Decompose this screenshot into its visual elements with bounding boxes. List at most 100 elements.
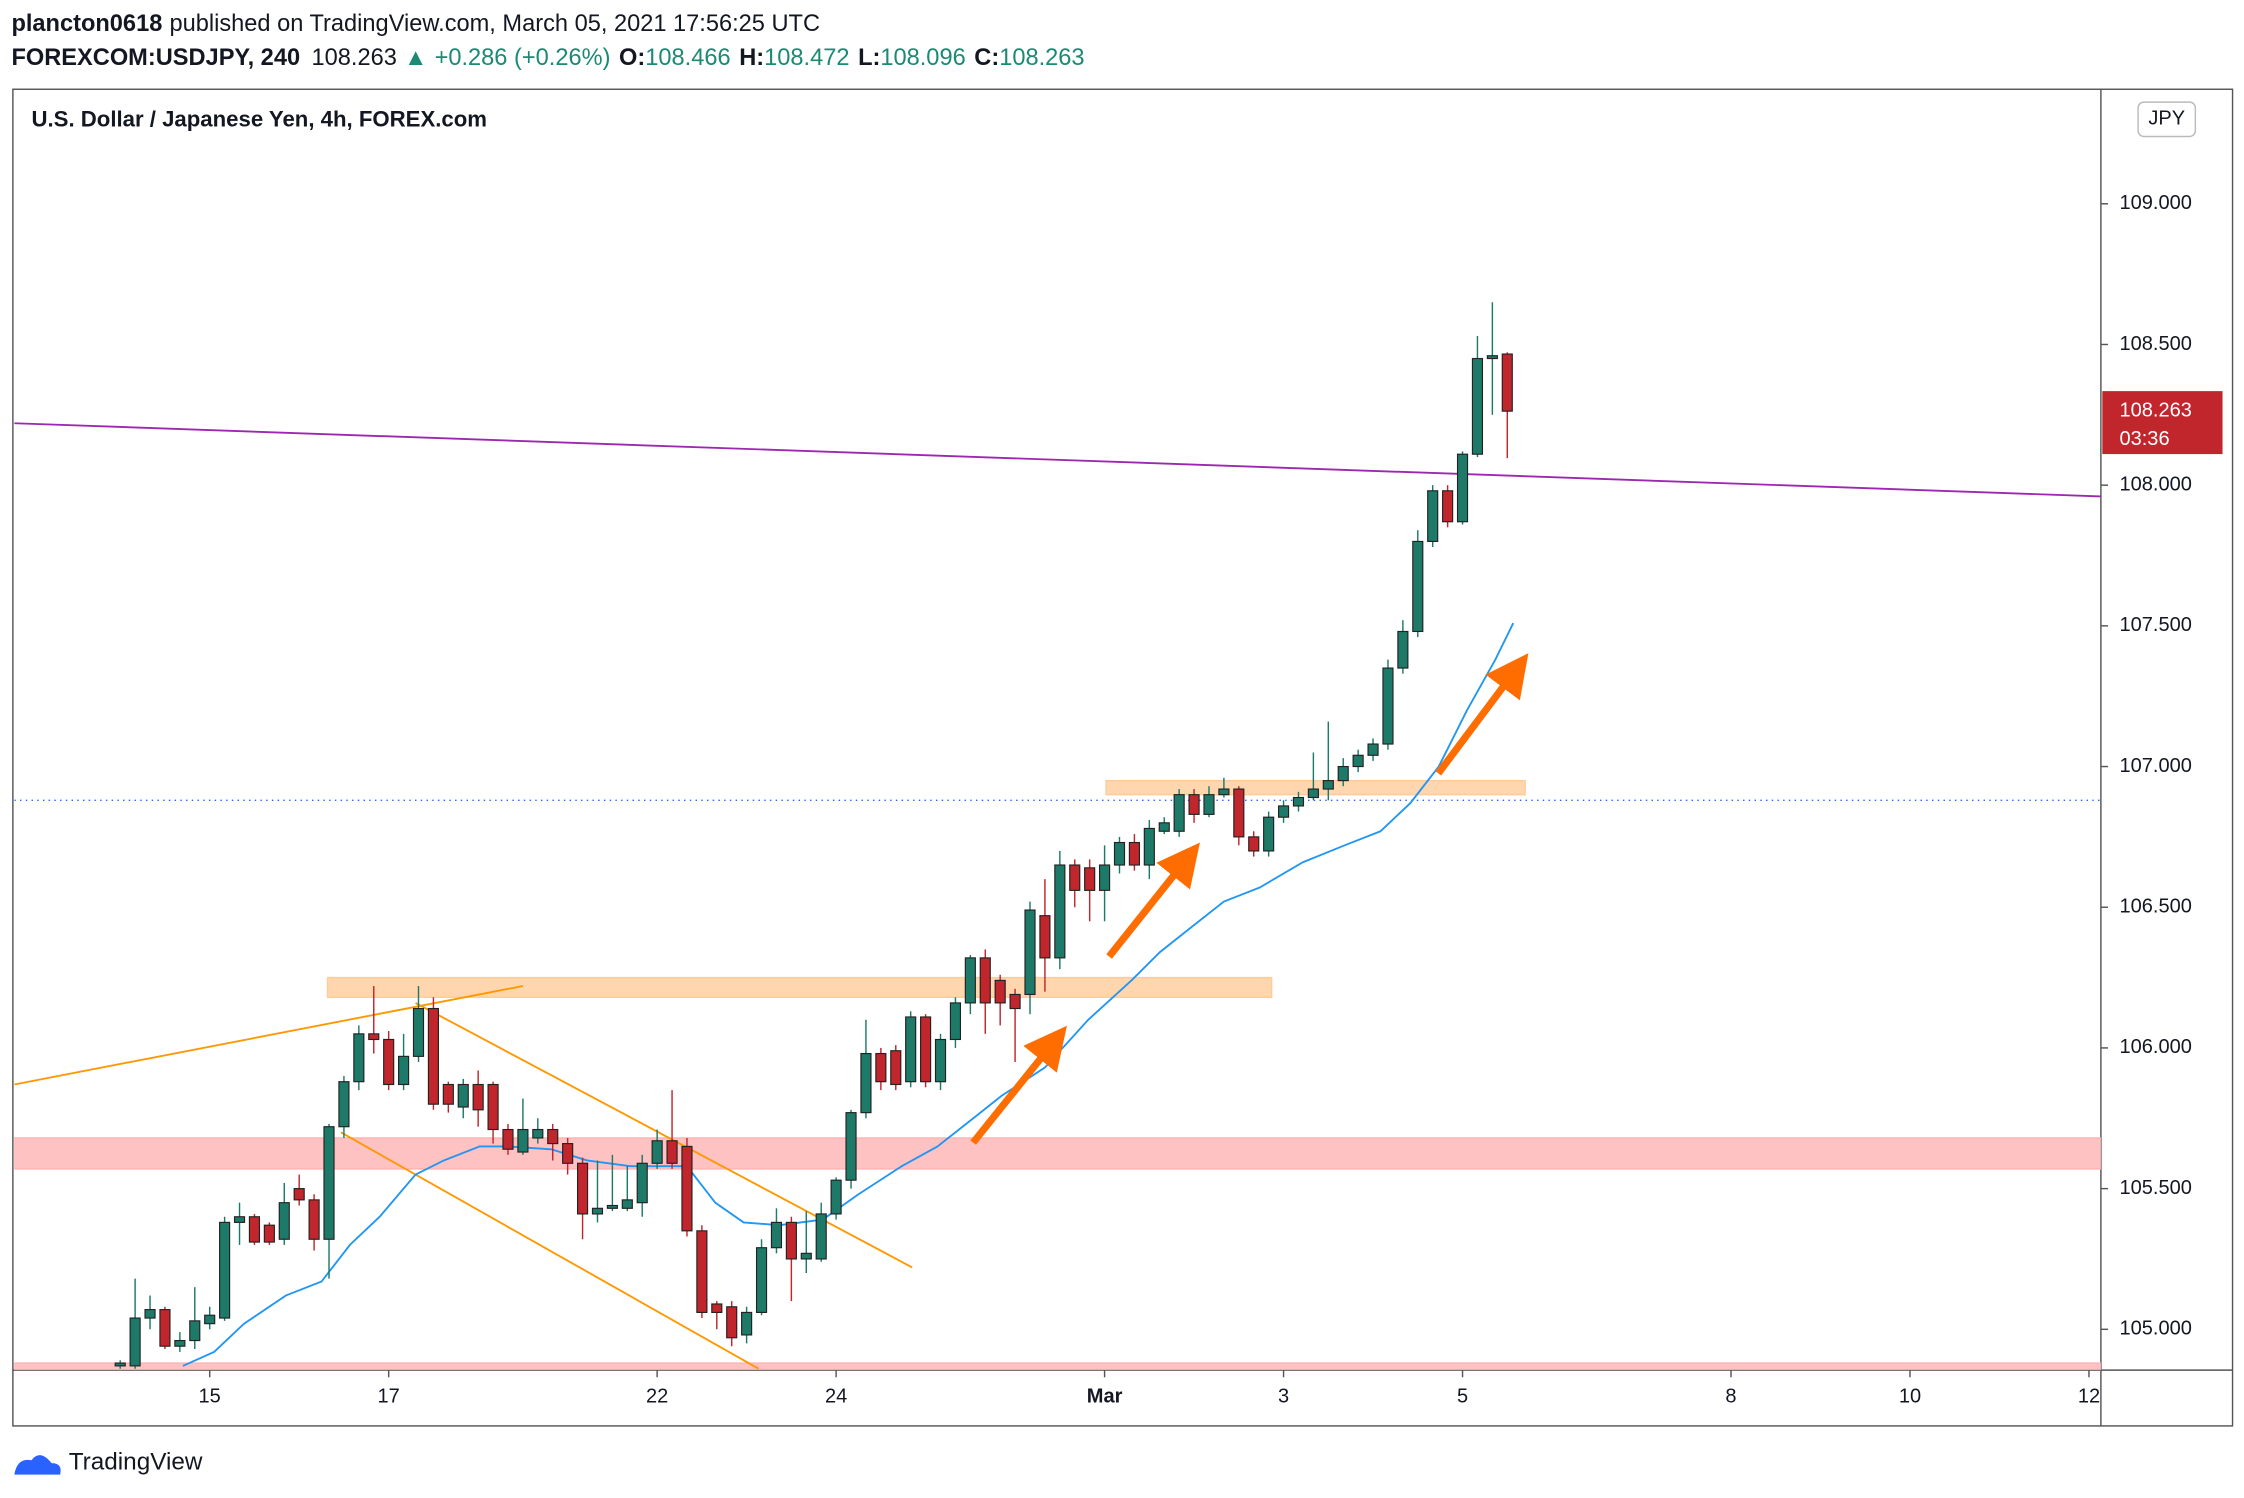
- candle-body: [1024, 909, 1036, 996]
- candle-body: [964, 957, 976, 1004]
- candle-body: [159, 1309, 171, 1347]
- chart-title: U.S. Dollar / Japanese Yen, 4h, FOREX.co…: [31, 107, 487, 132]
- l-value: 108.096: [880, 45, 965, 71]
- x-tick-label: 24: [825, 1386, 847, 1408]
- candle-body: [1427, 490, 1439, 543]
- candle-body: [1143, 827, 1155, 866]
- candle-body: [114, 1362, 126, 1367]
- candle-body: [1277, 805, 1290, 818]
- candle-body: [651, 1140, 663, 1164]
- symbol-line: FOREXCOM:USDJPY, 240 108.263 ▲ +0.286 (+0.2…: [11, 45, 1084, 71]
- y-tick-label: 106.000: [2119, 1036, 2191, 1058]
- candle-body: [576, 1162, 589, 1215]
- candle-body: [1203, 794, 1215, 815]
- candle-body: [1501, 353, 1513, 412]
- candle-body: [1128, 841, 1140, 866]
- candle-body: [1352, 754, 1364, 768]
- logo-icon: [14, 1455, 61, 1475]
- h-value: 108.472: [764, 45, 849, 71]
- h-label: H:: [739, 45, 764, 71]
- candle-body: [949, 1002, 962, 1041]
- trendline: [415, 1002, 913, 1269]
- candle-body: [1233, 788, 1245, 838]
- candle-body: [293, 1188, 305, 1201]
- y-tick-label: 108.000: [2119, 473, 2191, 495]
- price-label: 108.263: [2119, 399, 2191, 421]
- arrow: [970, 1025, 1067, 1145]
- candle-body: [368, 1033, 380, 1041]
- candle-body: [1039, 915, 1051, 959]
- trendline: [14, 985, 524, 1086]
- y-tick-label: 108.500: [2119, 333, 2191, 355]
- candle-body: [830, 1179, 842, 1215]
- x-tick-label: 22: [646, 1386, 668, 1408]
- candle-body: [920, 1016, 932, 1083]
- candle-body: [1263, 816, 1275, 852]
- candle-body: [726, 1306, 738, 1339]
- candle-body: [636, 1162, 648, 1204]
- candle-body: [353, 1033, 365, 1083]
- c-label: C:: [974, 45, 999, 71]
- x-tick-label: 10: [1899, 1386, 1921, 1408]
- published: published on TradingView.com, March 05, …: [169, 11, 820, 37]
- candle-body: [696, 1230, 708, 1313]
- x-tick-label: Mar: [1087, 1386, 1123, 1408]
- y-tick-label: 107.500: [2119, 614, 2191, 636]
- last-price: 108.263: [312, 45, 397, 71]
- candle-body: [1412, 540, 1424, 633]
- candle-body: [129, 1317, 141, 1367]
- candle-body: [1322, 780, 1334, 790]
- candle-body: [1158, 822, 1170, 832]
- candle-body: [890, 1050, 902, 1086]
- candle-body: [562, 1143, 574, 1164]
- zone: [14, 1362, 2101, 1371]
- candle-body: [1397, 630, 1409, 669]
- currency[interactable]: JPY: [2148, 108, 2185, 130]
- arrow: [1106, 842, 1200, 959]
- currency-button[interactable]: [2137, 101, 2197, 138]
- x-tick-label: 17: [378, 1386, 400, 1408]
- candle-body: [606, 1204, 618, 1209]
- candle-body: [905, 1016, 917, 1083]
- candle-body: [1307, 788, 1319, 799]
- candle-body: [934, 1038, 947, 1083]
- footer-logo: TradingView: [14, 1449, 203, 1476]
- candle-body: [1084, 867, 1096, 891]
- candle-body: [517, 1128, 529, 1153]
- candle-body: [800, 1252, 812, 1260]
- c-value: 108.263: [999, 45, 1084, 71]
- candle-body: [979, 957, 991, 1004]
- candle-body: [785, 1221, 797, 1260]
- candle-body: [666, 1140, 678, 1164]
- candle-body: [815, 1213, 827, 1260]
- candle-body: [1173, 794, 1185, 832]
- candle-body: [457, 1083, 469, 1108]
- candle-body: [532, 1128, 544, 1139]
- candle-body: [741, 1311, 753, 1336]
- brand: TradingView: [69, 1449, 203, 1476]
- candle-body: [204, 1314, 216, 1325]
- y-tick-label: 109.000: [2119, 192, 2191, 214]
- candle-body: [338, 1081, 350, 1128]
- o-label: O:: [619, 45, 645, 71]
- change: +0.286 (+0.26%): [435, 45, 611, 71]
- x-tick-label: 5: [1457, 1386, 1468, 1408]
- candle-body: [711, 1303, 723, 1313]
- candle-body: [1113, 841, 1126, 866]
- candle-body: [189, 1320, 201, 1342]
- candle-body: [1456, 453, 1469, 523]
- arrow: ▲: [404, 45, 427, 71]
- annotation-arrows: [970, 653, 1529, 1145]
- candle-body: [233, 1216, 246, 1223]
- candle-body: [383, 1038, 395, 1086]
- candle-body: [1098, 864, 1111, 891]
- x-tick-label: 15: [199, 1386, 221, 1408]
- candle-body: [770, 1221, 783, 1249]
- plot-area: [14, 302, 2101, 1371]
- candle-body: [1188, 794, 1200, 815]
- candle-body: [1069, 864, 1081, 891]
- candle-body: [1471, 357, 1484, 455]
- o-value: 108.466: [645, 45, 730, 71]
- axes: 105.000 105.500 106.000 106.500 107.000 107.5…: [199, 192, 2223, 1408]
